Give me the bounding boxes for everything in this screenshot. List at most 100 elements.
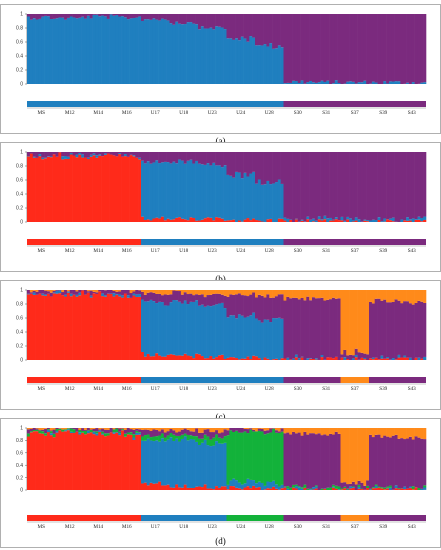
- population-strip-segment: [141, 239, 170, 245]
- membership-bar-segment: [178, 152, 182, 160]
- membership-bar-segment: [123, 14, 128, 18]
- membership-bar-segment: [411, 428, 415, 440]
- membership-bar-segment: [183, 292, 187, 301]
- membership-bar-segment: [183, 353, 187, 360]
- membership-bar-segment: [135, 296, 139, 360]
- membership-bar-segment: [229, 152, 233, 176]
- membership-bar-segment: [106, 14, 110, 19]
- population-label: S37: [351, 248, 359, 254]
- membership-bar-segment: [89, 428, 93, 430]
- population-label: S37: [351, 110, 359, 116]
- membership-bar-segment: [86, 430, 90, 434]
- membership-bar-segment: [237, 359, 242, 360]
- membership-bar-segment: [403, 301, 407, 356]
- membership-bar-segment: [334, 298, 338, 357]
- membership-bar-segment: [240, 428, 244, 433]
- membership-bar-segment: [64, 429, 68, 431]
- membership-bar-segment: [166, 294, 170, 306]
- membership-bar-segment: [317, 428, 321, 434]
- membership-bar-segment: [246, 316, 250, 357]
- membership-bar-segment: [283, 14, 287, 84]
- membership-bar-segment: [403, 357, 407, 360]
- membership-bar-segment: [371, 428, 375, 438]
- membership-bar-segment: [49, 157, 53, 222]
- membership-bar-segment: [289, 152, 293, 220]
- membership-bar-segment: [129, 297, 133, 360]
- membership-bar-segment: [129, 18, 133, 84]
- membership-bar-segment: [292, 290, 296, 298]
- membership-bar-segment: [163, 290, 167, 295]
- membership-bar-segment: [266, 488, 270, 490]
- membership-bar-segment: [118, 14, 122, 17]
- membership-bar-segment: [357, 480, 361, 485]
- membership-bar-segment: [269, 488, 273, 490]
- membership-bar-segment: [394, 14, 398, 82]
- membership-bar-segment: [243, 152, 247, 173]
- membership-bar-segment: [403, 290, 407, 302]
- membership-bar-segment: [320, 297, 324, 355]
- membership-bar-segment: [81, 14, 85, 17]
- membership-bar-segment: [86, 430, 90, 431]
- membership-bar-segment: [408, 357, 413, 360]
- membership-bar-segment: [198, 290, 202, 295]
- membership-bar-segment: [146, 485, 150, 490]
- population-label: M14: [93, 386, 103, 392]
- membership-bar-segment: [58, 14, 62, 18]
- membership-bar-segment: [414, 219, 418, 220]
- membership-bar-segment: [209, 488, 213, 490]
- membership-bar-segment: [377, 487, 381, 490]
- membership-bar-segment: [35, 294, 39, 360]
- membership-bar-segment: [397, 14, 401, 82]
- membership-bar-segment: [186, 304, 190, 356]
- membership-bar-segment: [183, 152, 187, 164]
- membership-bar-segment: [169, 354, 173, 360]
- population-label: S43: [408, 110, 416, 116]
- membership-bar-segment: [329, 220, 333, 222]
- membership-bar-segment: [166, 218, 170, 222]
- membership-bar-segment: [200, 356, 204, 360]
- membership-bar-segment: [138, 432, 142, 433]
- membership-bar-segment: [149, 299, 153, 357]
- membership-bar-segment: [160, 429, 165, 434]
- population-label: U23: [208, 248, 217, 254]
- membership-bar-segment: [141, 160, 145, 217]
- membership-bar-segment: [64, 19, 68, 84]
- membership-bar-segment: [329, 217, 333, 221]
- population-label: M16: [122, 248, 132, 254]
- membership-bar-segment: [75, 14, 79, 19]
- membership-bar-segment: [220, 443, 224, 487]
- membership-bar-segment: [180, 355, 185, 360]
- membership-bar-segment: [277, 179, 281, 219]
- membership-bar-segment: [260, 184, 264, 222]
- membership-bar-segment: [172, 219, 176, 222]
- membership-bar-segment: [400, 303, 404, 358]
- membership-bar-segment: [186, 429, 190, 435]
- membership-bar-segment: [95, 431, 99, 434]
- membership-bar-segment: [229, 294, 233, 316]
- membership-bar-segment: [64, 152, 68, 157]
- membership-bar-segment: [132, 439, 136, 490]
- membership-bar-segment: [377, 290, 381, 299]
- membership-bar-segment: [260, 431, 264, 483]
- membership-bar-segment: [343, 152, 347, 221]
- membership-bar-segment: [403, 489, 407, 490]
- membership-bar-segment: [420, 221, 424, 222]
- membership-bar-segment: [200, 294, 204, 305]
- membership-bar-segment: [189, 428, 193, 432]
- membership-bar-segment: [411, 14, 415, 83]
- membership-bar-segment: [283, 486, 287, 488]
- membership-bar-segment: [223, 152, 227, 166]
- membership-bar-segment: [175, 290, 179, 291]
- membership-bar-segment: [72, 294, 76, 360]
- membership-bar-segment: [240, 358, 244, 360]
- membership-bar-segment: [106, 153, 110, 222]
- membership-bar-segment: [78, 428, 82, 431]
- membership-bar-segment: [394, 428, 398, 435]
- membership-bar-segment: [141, 436, 145, 441]
- membership-bar-segment: [215, 26, 219, 84]
- membership-bar-segment: [32, 156, 36, 158]
- membership-bar-segment: [317, 14, 321, 83]
- membership-bar-segment: [146, 429, 150, 435]
- membership-bar-segment: [237, 488, 242, 490]
- membership-bar-segment: [192, 163, 196, 219]
